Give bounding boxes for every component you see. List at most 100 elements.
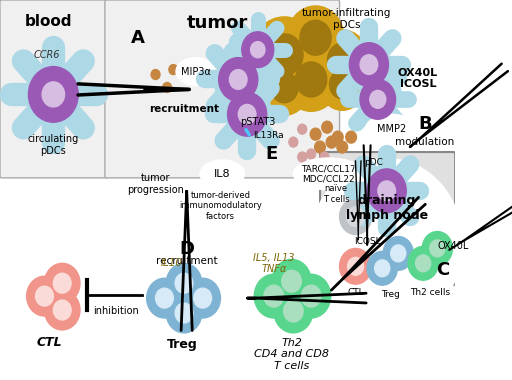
Ellipse shape xyxy=(176,58,215,86)
Circle shape xyxy=(310,128,321,140)
Circle shape xyxy=(242,32,274,68)
Circle shape xyxy=(332,131,343,143)
Circle shape xyxy=(339,199,372,234)
Circle shape xyxy=(53,300,71,320)
FancyBboxPatch shape xyxy=(105,0,339,178)
Circle shape xyxy=(298,124,307,134)
Text: C: C xyxy=(436,261,450,279)
Text: tumor-infiltrating
pDCs: tumor-infiltrating pDCs xyxy=(302,8,391,30)
Text: E: E xyxy=(265,145,277,163)
Circle shape xyxy=(163,82,172,92)
Circle shape xyxy=(315,30,369,89)
Text: recruitment: recruitment xyxy=(149,105,219,114)
Circle shape xyxy=(284,300,303,322)
Circle shape xyxy=(300,20,331,55)
Circle shape xyxy=(326,136,337,148)
Circle shape xyxy=(272,260,311,303)
Circle shape xyxy=(260,60,309,115)
Circle shape xyxy=(320,152,329,162)
Circle shape xyxy=(274,289,313,333)
FancyBboxPatch shape xyxy=(0,0,109,178)
Circle shape xyxy=(349,43,389,87)
Circle shape xyxy=(42,82,65,107)
Circle shape xyxy=(416,255,431,272)
FancyBboxPatch shape xyxy=(320,152,455,285)
Text: Th2
CD4 and CD8
T cells: Th2 CD4 and CD8 T cells xyxy=(254,338,329,371)
Circle shape xyxy=(408,247,438,280)
Text: Treg: Treg xyxy=(381,290,400,299)
Circle shape xyxy=(291,274,331,318)
Text: CCR6: CCR6 xyxy=(34,50,60,60)
Circle shape xyxy=(254,274,293,318)
Ellipse shape xyxy=(366,114,417,144)
Circle shape xyxy=(295,62,327,97)
Text: IL8: IL8 xyxy=(214,169,230,179)
Circle shape xyxy=(29,66,78,122)
Circle shape xyxy=(315,141,325,153)
Circle shape xyxy=(360,55,378,74)
Text: draining
lymph node: draining lymph node xyxy=(346,194,428,222)
Circle shape xyxy=(383,236,413,270)
Text: tumor
progression: tumor progression xyxy=(127,173,184,195)
Circle shape xyxy=(156,288,174,308)
Circle shape xyxy=(146,278,182,318)
Text: blood: blood xyxy=(25,14,73,29)
Text: pDC: pDC xyxy=(364,158,383,167)
Circle shape xyxy=(287,6,344,70)
Circle shape xyxy=(422,231,453,265)
Circle shape xyxy=(319,59,366,110)
Ellipse shape xyxy=(293,158,365,190)
Circle shape xyxy=(330,70,355,99)
Circle shape xyxy=(298,152,307,162)
Text: TARC/CCL17
MDC/CCL22: TARC/CCL17 MDC/CCL22 xyxy=(302,164,356,184)
Circle shape xyxy=(151,70,160,79)
Circle shape xyxy=(166,293,202,333)
Circle shape xyxy=(229,70,247,89)
Circle shape xyxy=(45,290,80,330)
Circle shape xyxy=(27,276,62,316)
Circle shape xyxy=(328,43,357,76)
Ellipse shape xyxy=(200,160,244,188)
Circle shape xyxy=(337,141,348,153)
Circle shape xyxy=(266,34,303,75)
Text: Th2 cells: Th2 cells xyxy=(410,288,450,297)
Text: MMP2: MMP2 xyxy=(376,124,406,134)
Text: OX40L
ICOSL: OX40L ICOSL xyxy=(398,68,438,89)
Text: recruitment: recruitment xyxy=(156,256,218,266)
Circle shape xyxy=(311,159,462,328)
Circle shape xyxy=(360,79,396,119)
Circle shape xyxy=(283,48,339,111)
Circle shape xyxy=(339,249,372,284)
Circle shape xyxy=(282,270,302,292)
Circle shape xyxy=(367,252,397,285)
Circle shape xyxy=(45,263,80,303)
Circle shape xyxy=(175,273,193,293)
Circle shape xyxy=(307,149,315,159)
Text: IL13Ra: IL13Ra xyxy=(253,131,284,140)
Circle shape xyxy=(322,121,332,133)
Circle shape xyxy=(430,240,445,257)
Text: A: A xyxy=(131,29,145,47)
Text: tumor-derived
immunomodulatory
factors: tumor-derived immunomodulatory factors xyxy=(179,191,262,220)
Text: OX40L: OX40L xyxy=(438,241,469,252)
Text: inhibition: inhibition xyxy=(93,306,138,316)
Circle shape xyxy=(378,181,395,201)
Circle shape xyxy=(219,58,258,101)
Circle shape xyxy=(370,90,386,108)
Circle shape xyxy=(250,42,265,58)
Circle shape xyxy=(251,17,318,92)
Circle shape xyxy=(375,260,390,277)
Circle shape xyxy=(166,263,202,303)
Circle shape xyxy=(264,285,284,307)
Text: tumor: tumor xyxy=(187,14,248,32)
Circle shape xyxy=(391,245,406,262)
Circle shape xyxy=(271,72,298,103)
Circle shape xyxy=(367,169,406,213)
Circle shape xyxy=(302,285,321,307)
Text: CTL: CTL xyxy=(36,336,62,349)
Text: D: D xyxy=(179,241,194,258)
Circle shape xyxy=(169,65,178,74)
Circle shape xyxy=(53,273,71,293)
Text: pSTAT3: pSTAT3 xyxy=(240,117,275,127)
Text: circulating
pDCs: circulating pDCs xyxy=(28,134,79,156)
